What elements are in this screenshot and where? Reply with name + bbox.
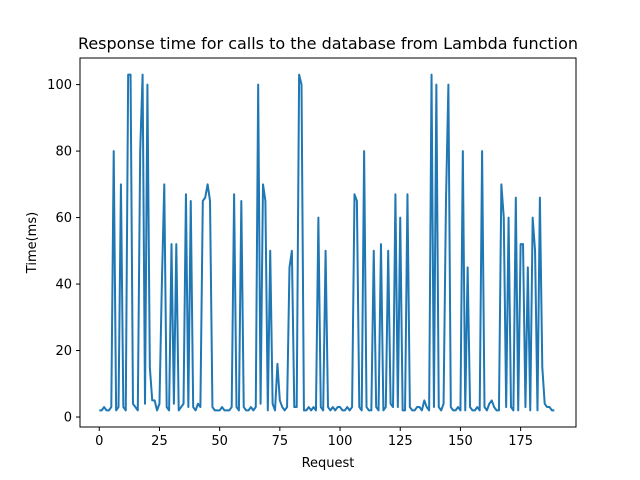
series-line xyxy=(99,73,555,412)
y-tick-label: 40 xyxy=(55,278,72,293)
chart-title: Response time for calls to the database … xyxy=(78,34,578,53)
x-tick-label: 75 xyxy=(272,434,289,449)
y-tick-label: 60 xyxy=(55,211,72,226)
y-tick-label: 0 xyxy=(64,411,72,426)
x-tick-label: 100 xyxy=(328,434,353,449)
x-axis-label: Request xyxy=(302,456,355,471)
y-axis: 0 20 40 60 80 100 xyxy=(47,78,80,426)
x-tick-label: 50 xyxy=(211,434,228,449)
x-tick-label: 0 xyxy=(95,434,103,449)
x-axis: 0 25 50 75 100 125 150 175 xyxy=(95,427,533,449)
plot-area xyxy=(79,57,577,428)
plot-frame xyxy=(79,57,577,428)
y-tick-label: 80 xyxy=(55,145,72,160)
y-tick-label: 20 xyxy=(55,344,72,359)
x-tick-label: 150 xyxy=(448,434,473,449)
y-axis-label: Time(ms) xyxy=(25,212,40,274)
x-tick-label: 25 xyxy=(151,434,168,449)
x-tick-label: 125 xyxy=(388,434,413,449)
y-tick-label: 100 xyxy=(47,78,72,93)
x-tick-label: 175 xyxy=(508,434,533,449)
